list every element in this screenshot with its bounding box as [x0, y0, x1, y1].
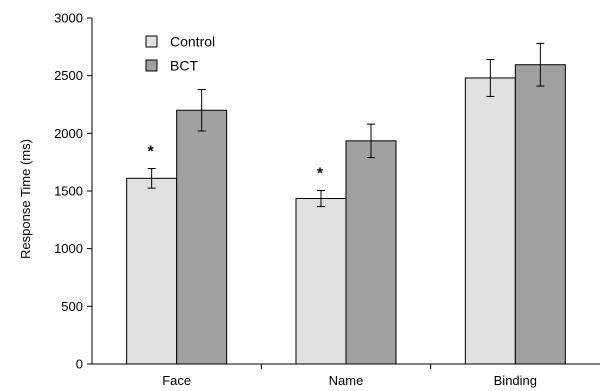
bar-control-binding — [464, 77, 516, 365]
legend-swatch-control — [145, 35, 158, 48]
x-tick-label: Binding — [494, 373, 537, 388]
bar-bct-binding — [514, 64, 566, 365]
legend: Control BCT — [145, 34, 215, 74]
bars: ** — [126, 42, 566, 365]
significance-marker: * — [148, 144, 155, 161]
y-tick-label: 2500 — [54, 68, 83, 83]
x-axis: Face Name Binding — [92, 363, 600, 388]
legend-label-bct: BCT — [170, 58, 198, 74]
significance-marker: * — [317, 165, 324, 182]
y-tick-label: 500 — [61, 299, 83, 314]
y-tick-label: 0 — [76, 357, 83, 372]
y-tick-label: 3000 — [54, 11, 83, 26]
bar-bct-face — [176, 109, 228, 365]
y-axis-title: Response Time (ms) — [18, 139, 33, 259]
bar-bct-name — [345, 140, 397, 365]
legend-swatch-bct — [145, 59, 158, 72]
y-tick-label: 1500 — [54, 184, 83, 199]
y-tick-label: 2000 — [54, 126, 83, 141]
bar-control-face — [126, 177, 178, 365]
x-tick-label: Name — [329, 373, 364, 388]
x-tick-label: Face — [162, 373, 191, 388]
y-tick-label: 1000 — [54, 241, 83, 256]
legend-label-control: Control — [170, 34, 215, 50]
y-axis: 0 500 1000 1500 2000 2500 3000 — [54, 11, 93, 372]
bar-control-name — [295, 197, 347, 365]
